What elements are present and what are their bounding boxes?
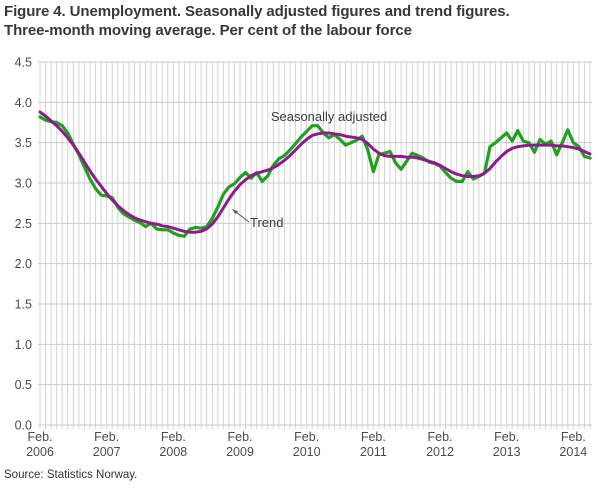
seasonally-adjusted-line (38, 115, 592, 238)
x-tick-year: 2008 (159, 445, 187, 459)
y-tick-label: 1.0 (15, 338, 32, 352)
annotation-trend: Trend (250, 215, 283, 230)
y-tick-label: 3.0 (15, 177, 32, 191)
trend-arrow-line (235, 211, 250, 223)
x-tick-year: 2011 (360, 445, 387, 459)
y-tick-label: 2.5 (15, 217, 32, 231)
source-note: Source: Statistics Norway. (4, 469, 138, 481)
y-tick-label: 2.0 (15, 257, 32, 271)
y-tick-label: 0.5 (15, 378, 32, 392)
x-tick-month: Feb. (27, 430, 52, 444)
trend-arrow-head (232, 209, 238, 215)
y-tick-label: 4.0 (15, 96, 32, 110)
x-tick-month: Feb. (227, 430, 252, 444)
x-tick-year: 2012 (426, 445, 454, 459)
x-tick-year: 2006 (26, 445, 54, 459)
x-tick-year: 2010 (293, 445, 321, 459)
y-tick-label: 4.5 (15, 56, 32, 70)
figure-title-line1: Figure 4. Unemployment. Seasonally adjus… (4, 3, 510, 20)
y-tick-label: 3.5 (15, 136, 32, 150)
x-tick-year: 2014 (559, 445, 587, 459)
x-tick-month: Feb. (561, 430, 586, 444)
x-tick-month: Feb. (494, 430, 519, 444)
annotation-seasonally-adjusted: Seasonally adjusted (271, 109, 387, 124)
x-tick-month: Feb. (94, 430, 119, 444)
figure-title: Figure 4. Unemployment. Seasonally adjus… (4, 3, 608, 40)
x-tick-month: Feb. (161, 430, 186, 444)
x-tick-month: Feb. (361, 430, 386, 444)
x-tick-year: 2007 (93, 445, 121, 459)
figure-title-line2: Three-month moving average. Per cent of … (4, 21, 412, 39)
x-tick-month: Feb. (294, 430, 319, 444)
trend-line (38, 110, 592, 234)
x-tick-year: 2013 (493, 445, 521, 459)
y-tick-label: 0.0 (15, 419, 32, 433)
x-tick-month: Feb. (427, 430, 452, 444)
y-tick-label: 1.5 (15, 298, 32, 312)
x-tick-year: 2009 (226, 445, 254, 459)
